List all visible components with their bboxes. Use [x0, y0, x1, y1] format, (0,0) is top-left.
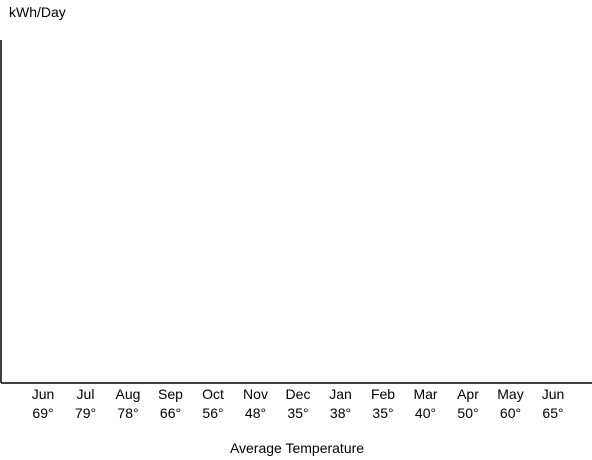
x-tick-temperature: 35° — [372, 405, 393, 421]
x-axis-label: Average Temperature — [230, 440, 364, 456]
x-axis-ticks: Jun 69° Jul 79° Aug 78° Sep 66° Oct 56° Nov 48° Dec 3… — [32, 386, 565, 421]
x-tick-temperature: 66° — [160, 405, 181, 421]
x-tick-month: Oct — [202, 386, 224, 402]
x-tick-temperature: 79° — [75, 405, 96, 421]
x-tick-temperature: 60° — [500, 405, 521, 421]
x-tick-month: Sep — [158, 386, 183, 402]
x-tick-month: Mar — [413, 386, 437, 402]
x-tick-temperature: 65° — [542, 405, 563, 421]
x-tick-month: Apr — [457, 386, 479, 402]
x-tick-month: Aug — [116, 386, 141, 402]
x-tick-temperature: 78° — [117, 405, 138, 421]
x-tick-temperature: 35° — [287, 405, 308, 421]
x-tick-month: Jun — [32, 386, 55, 402]
x-tick-month: Jun — [542, 386, 565, 402]
x-tick-month: May — [497, 386, 523, 402]
x-tick-temperature: 40° — [415, 405, 436, 421]
x-tick-temperature: 48° — [245, 405, 266, 421]
x-tick-month: Dec — [286, 386, 311, 402]
x-tick-month: Jul — [77, 386, 95, 402]
x-tick-temperature: 69° — [32, 405, 53, 421]
x-tick-month: Jan — [329, 386, 352, 402]
x-tick-temperature: 56° — [202, 405, 223, 421]
y-axis-unit-label: kWh/Day — [9, 4, 66, 20]
x-tick-month: Feb — [371, 386, 395, 402]
x-tick-month: Nov — [243, 386, 268, 402]
x-tick-temperature: 50° — [457, 405, 478, 421]
x-tick-temperature: 38° — [330, 405, 351, 421]
